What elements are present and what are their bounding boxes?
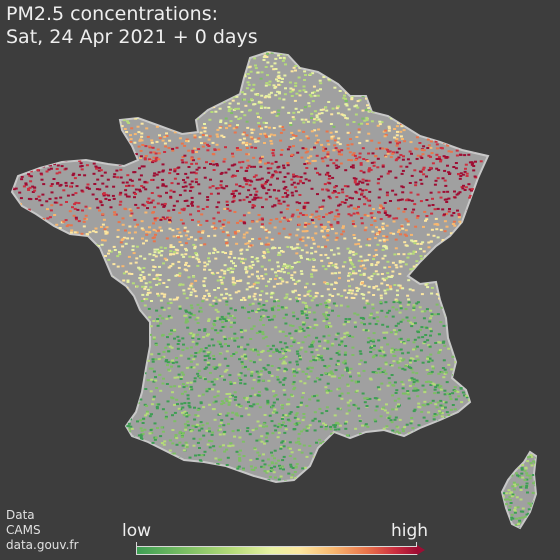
- credit-line-1: Data: [6, 508, 35, 522]
- mainland-france: [11, 51, 489, 483]
- color-scale-arrow: [417, 545, 425, 555]
- map-title: PM2.5 concentrations: Sat, 24 Apr 2021 +…: [6, 3, 258, 49]
- data-credits: Data CAMS data.gouv.fr: [6, 508, 79, 553]
- color-scale-bar: [136, 546, 418, 555]
- credit-line-3: data.gouv.fr: [6, 538, 79, 552]
- corsica: [501, 451, 537, 529]
- credit-line-2: CAMS: [6, 523, 41, 537]
- title-line-1: PM2.5 concentrations:: [6, 3, 218, 25]
- title-line-2: Sat, 24 Apr 2021 + 0 days: [6, 26, 258, 48]
- legend-high-label: high: [391, 521, 429, 541]
- color-scale-tick-low: [136, 542, 137, 546]
- legend-low-label: low: [122, 521, 152, 541]
- color-scale-tick-high: [416, 542, 417, 546]
